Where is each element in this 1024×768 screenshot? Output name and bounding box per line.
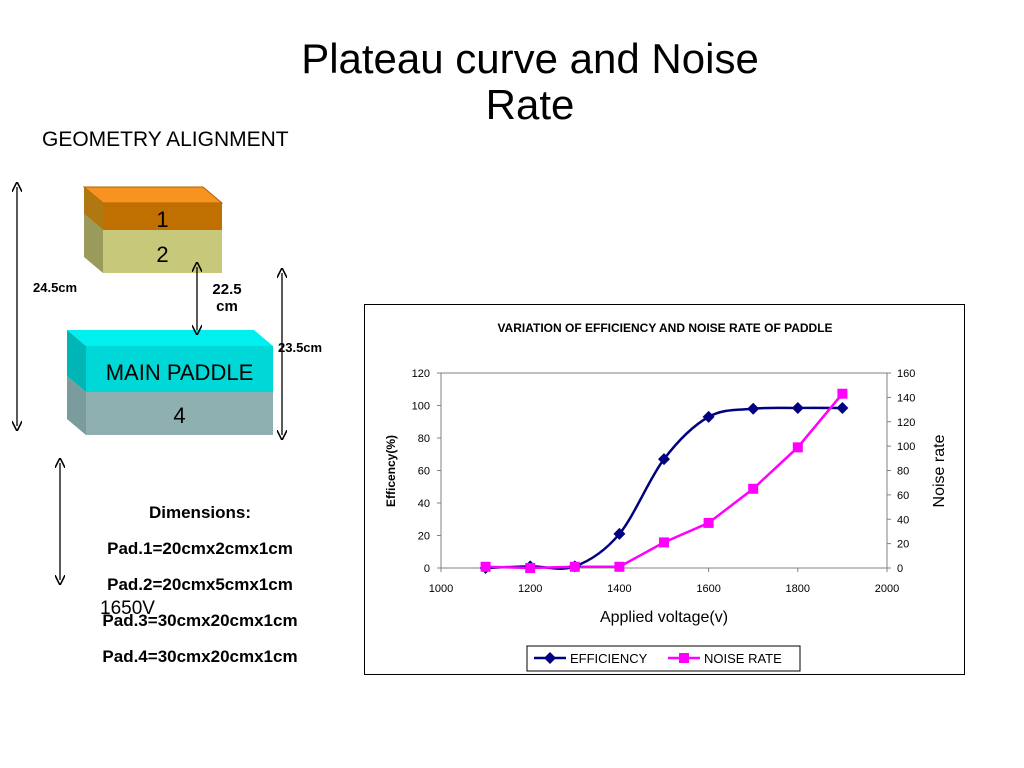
pad4-side-face bbox=[67, 376, 86, 435]
main-paddle-front-face bbox=[86, 346, 273, 392]
x-axis-label: Applied voltage(v) bbox=[600, 609, 728, 626]
efficiency-noise-chart: VARIATION OF EFFICIENCY AND NOISE RATE O… bbox=[384, 321, 948, 672]
efficiency-point bbox=[836, 401, 849, 414]
pad1-label: 1 bbox=[156, 207, 169, 232]
gap-height-line-2: cm bbox=[216, 298, 238, 315]
dimensions-heading: Dimensions: bbox=[148, 503, 252, 522]
pad4-label: 4 bbox=[173, 403, 186, 428]
pad4-front-face bbox=[86, 392, 273, 435]
y-tick-label: 100 bbox=[412, 401, 430, 413]
noise-rate-point bbox=[837, 388, 848, 399]
slide-title: Plateau curve and Noise Rate bbox=[230, 36, 830, 128]
efficiency-point bbox=[791, 401, 804, 414]
total-height-label: 24.5cm bbox=[33, 280, 78, 295]
noise-rate-point bbox=[614, 561, 625, 572]
voltage-note: 1650V bbox=[100, 598, 155, 619]
x-tick-label: 1800 bbox=[786, 583, 810, 595]
title-line-2: Rate bbox=[485, 81, 575, 128]
legend-noise-label: NOISE RATE bbox=[704, 651, 782, 666]
legend-efficiency-marker bbox=[544, 652, 556, 664]
y-tick-label: 60 bbox=[418, 466, 430, 478]
legend: EFFICIENCY NOISE RATE bbox=[526, 645, 801, 672]
lower-height-label: 23.5cm bbox=[278, 340, 323, 355]
y-axis-label: Efficency(%) bbox=[384, 435, 398, 507]
series-markers bbox=[479, 388, 849, 574]
noise-rate-point bbox=[792, 442, 803, 453]
main-paddle-label: MAIN PADDLE bbox=[105, 360, 254, 385]
y2-tick-label: 0 bbox=[897, 563, 903, 575]
gap-height-label: 22.5 cm bbox=[204, 281, 250, 315]
y2-tick-label: 100 bbox=[897, 441, 915, 453]
y-tick-label: 0 bbox=[424, 563, 430, 575]
pad1-front-face bbox=[103, 203, 222, 230]
subtitle: GEOMETRY ALIGNMENT bbox=[42, 128, 289, 151]
noise-rate-point bbox=[480, 561, 491, 572]
efficiency-point bbox=[702, 410, 715, 423]
pad2-label: 2 bbox=[156, 242, 169, 267]
chart-frame: VARIATION OF EFFICIENCY AND NOISE RATE O… bbox=[364, 304, 965, 675]
y-tick-label: 20 bbox=[418, 531, 430, 543]
noise-rate-point bbox=[659, 537, 669, 548]
efficiency-point bbox=[747, 402, 760, 415]
y2-tick-label: 40 bbox=[897, 514, 909, 526]
noise-rate-point bbox=[569, 561, 580, 572]
pad3-dimension: Pad.3=30cmx20cmx1cm bbox=[102, 611, 298, 630]
noise-rate-point bbox=[703, 517, 714, 528]
pad1-dimension: Pad.1=20cmx2cmx1cm bbox=[107, 539, 293, 558]
legend-efficiency-label: EFFICIENCY bbox=[570, 651, 648, 666]
noise-rate-point bbox=[525, 563, 536, 573]
main-paddle-top-face bbox=[67, 330, 273, 346]
gap-height-line-1: 22.5 bbox=[212, 281, 242, 298]
x-tick-label: 1600 bbox=[696, 583, 720, 595]
pad2-side-face bbox=[84, 214, 103, 273]
title-line-1: Plateau curve and Noise bbox=[301, 35, 759, 82]
y2-tick-label: 80 bbox=[897, 466, 909, 478]
y2-axis-label: Noise rate bbox=[931, 434, 948, 507]
pad2-dimension: Pad.2=20cmx5cmx1cm bbox=[107, 575, 293, 594]
x-tick-label: 1200 bbox=[518, 583, 542, 595]
y2-tick-label: 120 bbox=[897, 417, 915, 429]
pad1-top-face bbox=[82, 186, 224, 204]
plot-area bbox=[440, 372, 888, 569]
legend-noise-marker bbox=[679, 653, 689, 663]
noise-rate-point bbox=[748, 483, 759, 494]
y2-tick-label: 20 bbox=[897, 539, 909, 551]
y-tick-label: 80 bbox=[418, 433, 430, 445]
efficiency-point bbox=[613, 527, 626, 540]
y-tick-label: 120 bbox=[412, 368, 430, 380]
chart-title: VARIATION OF EFFICIENCY AND NOISE RATE O… bbox=[497, 321, 832, 335]
main-paddle-side-face bbox=[67, 330, 86, 392]
pad4-dimension: Pad.4=30cmx20cmx1cm bbox=[102, 647, 298, 666]
geometry-diagram bbox=[0, 170, 360, 600]
y-tick-label: 40 bbox=[418, 498, 430, 510]
pad1-side-face bbox=[84, 187, 103, 230]
x-tick-label: 1000 bbox=[429, 583, 453, 595]
y2-tick-label: 60 bbox=[897, 490, 909, 502]
axis-ticks: 1000 1200 1400 1600 1800 20000204060801001200… bbox=[412, 368, 916, 595]
y2-tick-label: 160 bbox=[897, 368, 915, 380]
efficiency-point bbox=[658, 453, 670, 466]
y2-tick-label: 140 bbox=[897, 392, 915, 404]
x-tick-label: 1400 bbox=[607, 583, 631, 595]
x-tick-label: 2000 bbox=[875, 583, 899, 595]
